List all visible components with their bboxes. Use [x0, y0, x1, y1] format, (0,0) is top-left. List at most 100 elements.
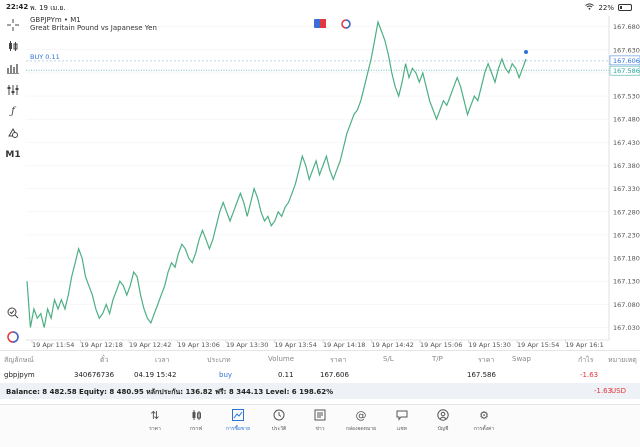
buy-price-tag-text: 167.606 [613, 57, 640, 65]
battery-icon [618, 4, 632, 11]
mailbox-icon: @ [355, 409, 367, 422]
col-tp[interactable]: T/P [432, 355, 443, 363]
positions-header: สัญลักษณ์ ตั๋ว เวลา ประเภท Volume ราคา S… [0, 350, 640, 364]
col-time[interactable]: เวลา [155, 356, 170, 364]
nav-news[interactable]: ข่าว [300, 409, 340, 433]
x-tick-label: 19 Apr 13:06 [178, 341, 220, 349]
nav-quotes[interactable]: ⇅ ราคา [135, 409, 175, 433]
y-tick-label: 167.180 [613, 255, 640, 263]
trade-level-icon[interactable] [341, 19, 351, 29]
chart-icon [176, 409, 216, 423]
history-icon [259, 409, 299, 423]
col-swap[interactable]: Swap [512, 355, 531, 363]
y-tick-label: 167.680 [613, 23, 640, 31]
news-icon [300, 409, 340, 423]
position-type: buy [219, 371, 233, 379]
total-profit: -1.63 [593, 387, 612, 395]
positions-panel: สัญลักษณ์ ตั๋ว เวลา ประเภท Volume ราคา S… [0, 350, 640, 402]
indicators-icon[interactable] [4, 37, 22, 55]
x-tick-label: 19 Apr 11:54 [32, 341, 74, 349]
chart-toolbar: ƒ M1 [0, 14, 26, 354]
position-volume: 0.11 [278, 371, 294, 379]
col-ticket[interactable]: ตั๋ว [100, 356, 109, 364]
x-tick-label: 19 Apr 15:06 [420, 341, 462, 349]
y-tick-label: 167.130 [613, 278, 640, 286]
y-tick-label: 167.630 [613, 46, 640, 54]
objects-icon[interactable] [4, 59, 22, 77]
col-sl[interactable]: S/L [383, 355, 394, 363]
chat-icon [382, 409, 422, 423]
status-bar: 22:42 พ. 19 เม.ย. 22% [0, 0, 640, 14]
position-ticket: 340676736 [74, 371, 115, 379]
price-chart[interactable]: 167.680167.630167.580167.530167.480167.4… [0, 0, 640, 350]
quick-trade-icon[interactable] [4, 328, 22, 346]
col-profit[interactable]: กำไร [578, 356, 594, 364]
col-symbol[interactable]: สัญลักษณ์ [4, 356, 34, 364]
x-tick-label: 19 Apr 12:18 [81, 341, 123, 349]
position-row[interactable]: gbpjpym 340676736 04.19 15:42 buy 0.11 1… [0, 367, 640, 381]
buy-position-label[interactable]: BUY 0.11 [30, 53, 60, 61]
nav-settings[interactable]: ⚙ การตั้งค่า [464, 409, 504, 433]
x-tick-label: 19 Apr 13:30 [226, 341, 268, 349]
y-tick-label: 167.230 [613, 231, 640, 239]
x-tick-label: 19 Apr 15:54 [517, 341, 559, 349]
settings-icon[interactable] [4, 81, 22, 99]
y-tick-label: 167.430 [613, 139, 640, 147]
trade-icon [218, 409, 258, 423]
last-trade-marker [524, 50, 528, 55]
nav-trade[interactable]: การซื้อขาย [218, 409, 258, 433]
x-tick-label: 19 Apr 14:18 [323, 341, 365, 349]
wifi-icon [585, 3, 595, 12]
x-tick-label: 19 Apr 15:30 [469, 341, 511, 349]
settings-icon: ⚙ [479, 409, 489, 422]
x-tick-label: 19 Apr 13:54 [275, 341, 317, 349]
timeframe-button[interactable]: M1 [5, 150, 21, 160]
clock: 22:42 [6, 3, 29, 11]
x-tick-label: 19 Apr 14:42 [372, 341, 414, 349]
y-tick-label: 167.080 [613, 301, 640, 309]
nav-mailbox[interactable]: @ กล่องจดหมาย [341, 409, 381, 433]
zoom-icon[interactable] [4, 304, 22, 322]
account-icon [423, 409, 463, 423]
x-tick-label: 19 Apr 16:1 [566, 341, 604, 349]
chart-description: Great Britain Pound vs Japanese Yen [30, 24, 157, 32]
y-tick-label: 167.330 [613, 185, 640, 193]
col-price[interactable]: ราคา [330, 356, 347, 364]
crosshair-icon[interactable] [4, 16, 22, 34]
y-tick-label: 167.030 [613, 324, 640, 332]
nav-history[interactable]: ประวัติ [259, 409, 299, 433]
col-type[interactable]: ประเภท [207, 356, 231, 364]
nav-account[interactable]: บัญชี [423, 409, 463, 433]
balance-line: Balance: 8 482.58 Equity: 8 480.95 หลักป… [6, 388, 334, 396]
quotes-icon: ⇅ [150, 409, 160, 422]
nav-chart[interactable]: กราฟ [176, 409, 216, 433]
position-time: 04.19 15:42 [134, 371, 177, 379]
y-tick-label: 167.380 [613, 162, 640, 170]
chart-plot-area[interactable] [26, 16, 609, 340]
buy-price-tag [609, 55, 640, 66]
bid-price-tag-text: 167.586 [613, 67, 640, 75]
col-comment[interactable]: หมายเหตุ [608, 356, 637, 364]
shapes-icon[interactable] [4, 124, 22, 142]
y-tick-label: 167.480 [613, 116, 640, 124]
date: พ. 19 เม.ย. [30, 4, 66, 12]
status-right: 22% [585, 3, 632, 12]
price-series-line [26, 19, 527, 328]
position-symbol: gbpjpym [4, 371, 35, 379]
account-summary: Balance: 8 482.58 Equity: 8 480.95 หลักป… [0, 383, 640, 399]
currency: USD [611, 387, 626, 395]
chart-symbol[interactable]: GBPJPYm • M1 [30, 16, 81, 24]
function-icon[interactable]: ƒ [11, 105, 15, 117]
col-volume[interactable]: Volume [268, 355, 295, 363]
nav-chat[interactable]: แชท [382, 409, 422, 433]
x-tick-label: 19 Apr 12:42 [129, 341, 171, 349]
bid-price-tag [609, 65, 640, 76]
position-open-price: 167.606 [320, 371, 349, 379]
y-tick-label: 167.280 [613, 208, 640, 216]
position-current-price: 167.586 [467, 371, 496, 379]
col-current-price[interactable]: ราคา [478, 356, 495, 364]
one-click-trading-icon[interactable] [314, 19, 326, 28]
bottom-navigation: ⇅ ราคา กราฟ การซื้อขาย ประวัติ ข่าว @ กล… [0, 404, 640, 447]
position-profit: -1.63 [580, 371, 599, 379]
y-tick-label: 167.530 [613, 93, 640, 101]
